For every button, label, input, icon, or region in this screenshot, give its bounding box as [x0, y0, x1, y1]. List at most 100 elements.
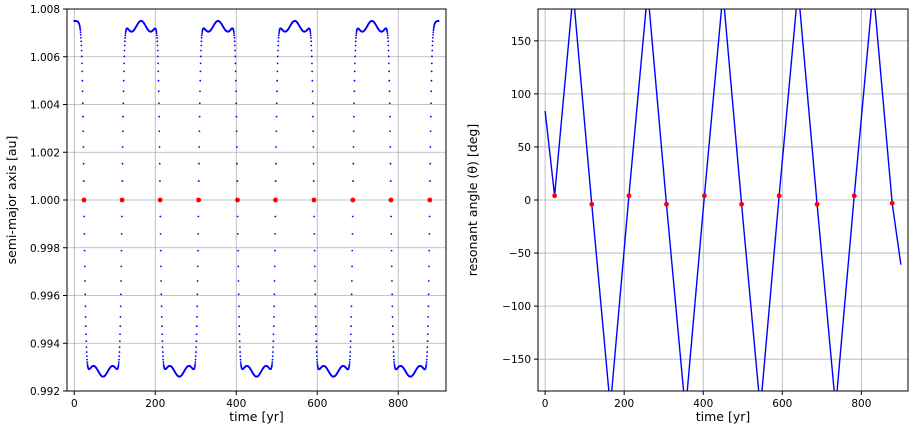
semi-major-axis-point — [271, 361, 274, 364]
semi-major-axis-point — [274, 233, 277, 235]
semi-major-axis-point — [270, 364, 273, 367]
semi-major-axis-point — [124, 40, 126, 43]
semi-major-axis-point — [349, 355, 351, 358]
x-tick-label: 400 — [226, 398, 246, 410]
semi-major-axis-point — [314, 316, 317, 318]
semi-major-axis-point — [157, 62, 160, 65]
semi-major-axis-point — [155, 34, 158, 37]
semi-major-axis-point — [194, 364, 196, 367]
semi-major-axis-point — [155, 32, 158, 35]
semi-major-axis-point — [277, 34, 280, 37]
y-tick-label: 1.008 — [30, 4, 60, 16]
semi-major-axis-point — [233, 34, 236, 37]
semi-major-axis-point — [389, 115, 391, 118]
semi-major-axis-point — [234, 49, 236, 52]
semi-major-axis-point — [80, 36, 82, 39]
resonance-crossing-point — [739, 201, 744, 207]
semi-major-axis-point — [351, 249, 354, 252]
semi-major-axis-point — [83, 265, 86, 268]
semi-major-axis-point — [275, 162, 277, 165]
semi-major-axis-point — [352, 115, 355, 118]
semi-major-axis-point — [355, 34, 358, 37]
semi-major-axis-point — [119, 316, 122, 318]
x-tick-label: 0 — [71, 398, 78, 410]
semi-major-axis-point — [429, 146, 432, 148]
semi-major-axis-point — [197, 180, 200, 182]
y-tick-label: −100 — [502, 301, 531, 313]
semi-major-axis-point — [80, 44, 83, 47]
semi-major-axis-point — [277, 49, 279, 52]
semi-major-axis-point — [119, 333, 121, 336]
semi-major-axis-point — [386, 31, 389, 33]
semi-major-axis-point — [157, 55, 159, 58]
semi-major-axis-point — [124, 34, 127, 37]
semi-major-axis-point — [196, 293, 199, 296]
semi-major-axis-point — [431, 36, 434, 39]
semi-major-axis-point — [428, 215, 431, 218]
semi-major-axis-point — [79, 31, 82, 34]
y-tick-label: −150 — [502, 354, 531, 366]
semi-major-axis-point — [198, 115, 201, 118]
semi-major-axis-point — [272, 346, 274, 348]
semi-major-axis-point — [199, 90, 201, 93]
semi-major-axis-point — [314, 280, 316, 282]
semi-major-axis-point — [432, 31, 435, 34]
resonance-crossing-point — [589, 201, 595, 207]
semi-major-axis-point — [354, 40, 357, 43]
semi-major-axis-point — [312, 180, 315, 182]
semi-major-axis-point — [274, 180, 277, 182]
semi-major-axis-point — [119, 293, 122, 296]
semi-major-axis-point — [426, 351, 429, 353]
semi-major-axis-point — [427, 325, 429, 328]
semi-major-axis-point — [158, 115, 161, 118]
semi-major-axis-point — [80, 55, 83, 58]
semi-major-axis-point — [390, 233, 393, 235]
semi-major-axis-point — [273, 305, 276, 308]
semi-major-axis-point — [354, 44, 357, 47]
semi-major-axis-point — [239, 346, 241, 348]
semi-major-axis-point — [160, 293, 163, 296]
semi-major-axis-point — [238, 333, 241, 336]
semi-major-axis-point — [161, 333, 164, 336]
semi-major-axis-point — [429, 162, 432, 165]
semi-major-axis-point — [162, 363, 165, 366]
semi-major-axis-point — [237, 265, 240, 268]
semi-major-axis-point — [122, 102, 125, 105]
semi-major-axis-point — [156, 49, 159, 52]
semi-major-axis-point — [315, 340, 318, 343]
semi-major-axis-point — [120, 249, 123, 252]
semi-major-axis-point — [199, 70, 202, 73]
semi-major-axis-point — [121, 180, 124, 182]
semi-major-axis-point — [427, 305, 430, 308]
semi-major-axis-point — [159, 215, 162, 218]
semi-major-axis-point — [80, 40, 83, 43]
semi-major-axis-point — [275, 102, 278, 105]
semi-major-axis-point — [121, 130, 124, 133]
semi-major-axis-point — [392, 333, 394, 336]
semi-major-axis-point — [274, 249, 276, 252]
semi-major-axis-point — [234, 62, 237, 65]
semi-major-axis-point — [233, 32, 235, 35]
semi-major-axis-point — [276, 79, 279, 82]
semi-major-axis-point — [124, 32, 127, 35]
semi-major-axis-point — [79, 26, 81, 29]
semi-major-axis-point — [118, 351, 121, 353]
semi-major-axis-point — [315, 351, 318, 353]
semi-major-axis-point — [84, 293, 87, 296]
semi-major-axis-point — [391, 316, 394, 318]
y-tick-label: 0.994 — [30, 338, 60, 350]
semi-major-axis-point — [354, 55, 356, 58]
x-tick-label: 600 — [307, 398, 327, 410]
semi-major-axis-point — [430, 90, 433, 93]
semi-major-axis-point — [348, 358, 351, 361]
semi-major-axis-point — [195, 351, 197, 353]
y-tick-label: 1.006 — [30, 52, 60, 64]
semi-major-axis-point — [156, 44, 159, 47]
semi-major-axis-point — [272, 351, 274, 353]
y-tick-label: 50 — [518, 142, 531, 154]
semi-major-axis-point — [276, 70, 279, 73]
semi-major-axis-point — [392, 340, 395, 343]
y-tick-label: 150 — [511, 36, 531, 48]
resonance-crossing-point — [388, 197, 394, 203]
semi-major-axis-point — [426, 340, 429, 343]
